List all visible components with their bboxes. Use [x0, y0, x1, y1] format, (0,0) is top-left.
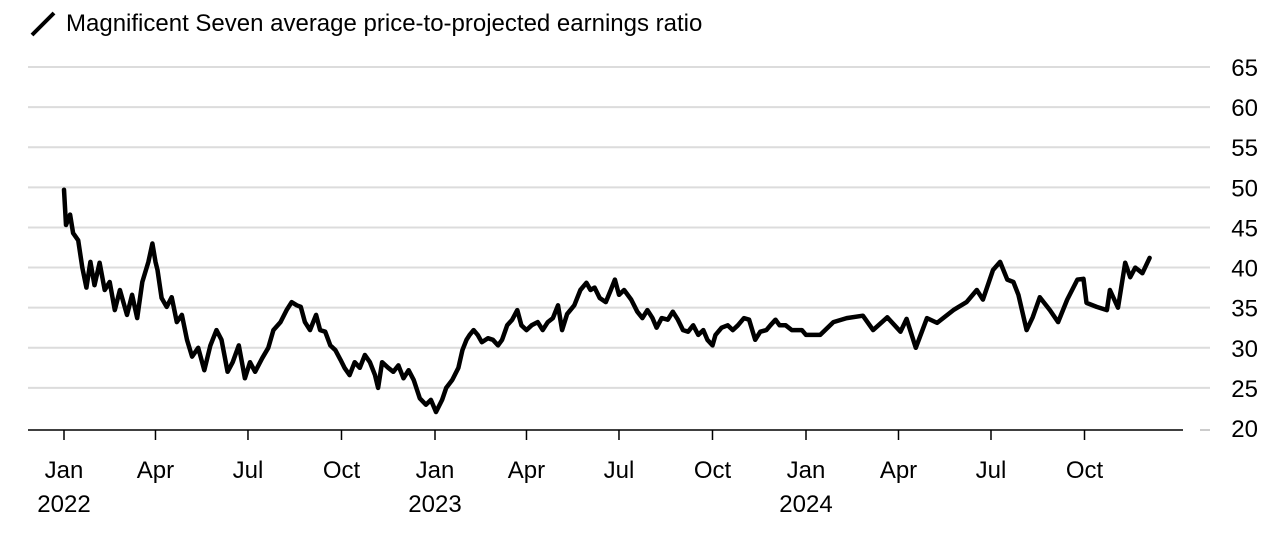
x-tick-label: Jul [233, 457, 264, 484]
x-tick-label: Jan [416, 457, 455, 484]
chart-title-row: Magnificent Seven average price-to-proje… [30, 10, 702, 38]
y-tick-label: 40 [1231, 256, 1258, 283]
x-tick-label: Oct [323, 457, 361, 484]
x-tick-label: Apr [137, 457, 174, 484]
x-tick-label: Jul [604, 457, 635, 484]
x-tick-label: Oct [694, 457, 732, 484]
chart-title: Magnificent Seven average price-to-proje… [66, 10, 703, 37]
y-tick-label: 65 [1231, 55, 1258, 82]
line-swatch-icon [30, 11, 56, 37]
x-tick-label: Jan [45, 457, 84, 484]
y-tick-label: 25 [1231, 376, 1258, 403]
y-tick-label: 60 [1231, 95, 1258, 122]
y-tick-label: 50 [1231, 175, 1258, 202]
y-tick-label: 30 [1231, 336, 1258, 363]
series-line-pe-ratio [61, 187, 1152, 415]
x-tick-year-label: 2023 [408, 491, 461, 518]
y-tick-label: 20 [1231, 416, 1258, 443]
x-tick-label: Apr [880, 457, 917, 484]
x-tick-year-label: 2022 [37, 491, 90, 518]
x-tick-label: Jul [976, 457, 1007, 484]
x-tick-label: Jan [787, 457, 826, 484]
y-tick-label: 55 [1231, 135, 1258, 162]
y-tick-label: 35 [1231, 296, 1258, 323]
y-tick-label: 45 [1231, 215, 1258, 242]
x-tick-label: Oct [1066, 457, 1104, 484]
x-tick-year-label: 2024 [779, 491, 832, 518]
x-tick-label: Apr [508, 457, 545, 484]
